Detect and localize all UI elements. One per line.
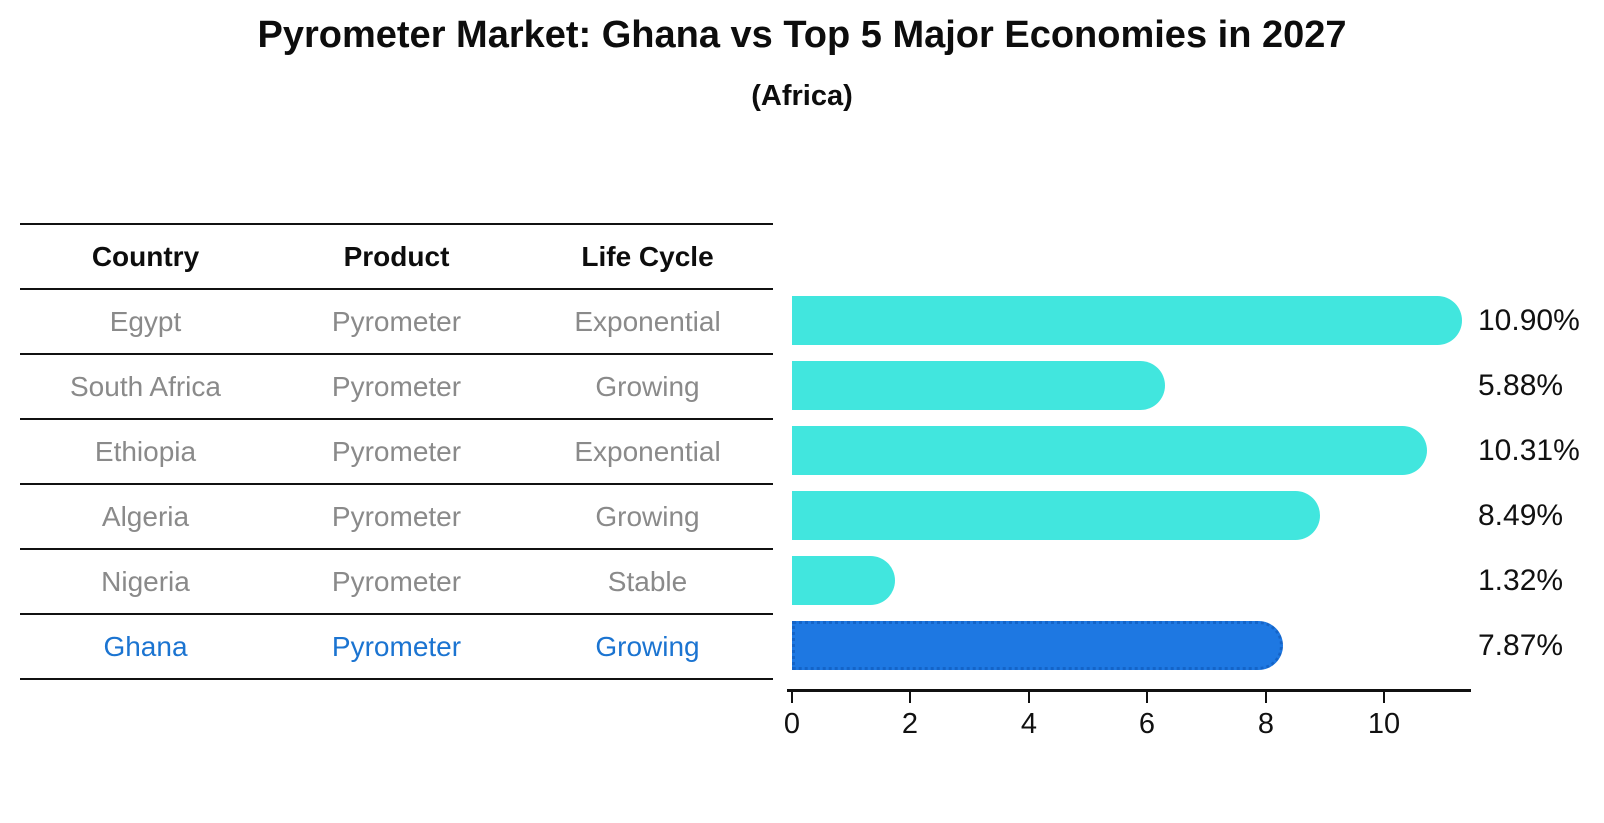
bar-algeria <box>792 491 1320 540</box>
x-axis-tick <box>1265 692 1267 703</box>
bar-ethiopia <box>792 426 1427 475</box>
row-product: Pyrometer <box>331 500 462 532</box>
x-axis-tick-label: 4 <box>1020 708 1038 740</box>
x-axis-tick <box>1146 692 1148 703</box>
column-header-country: Country <box>91 240 200 272</box>
bar-value-label: 10.90% <box>1478 303 1580 337</box>
row-product: Pyrometer <box>331 370 462 402</box>
row-life-cycle: Stable <box>607 565 688 597</box>
x-axis-tick <box>909 692 911 703</box>
x-axis-tick <box>1383 692 1385 703</box>
table-row: Ghana Pyrometer Growing <box>20 615 773 680</box>
x-axis-tick-label: 8 <box>1257 708 1275 740</box>
row-life-cycle: Exponential <box>574 435 721 467</box>
bar-south-africa <box>792 361 1165 410</box>
row-product: Pyrometer <box>331 565 462 597</box>
table-row: South Africa Pyrometer Growing <box>20 355 773 420</box>
bar-value-label: 7.87% <box>1478 628 1564 662</box>
bar-ghana-highlight <box>792 621 1283 670</box>
bar-value-label: 1.32% <box>1478 563 1564 597</box>
row-product: Pyrometer <box>331 435 462 467</box>
column-header-product: Product <box>343 240 450 272</box>
table-row: Algeria Pyrometer Growing <box>20 485 773 550</box>
row-country: Ghana <box>103 630 188 662</box>
bar-egypt <box>792 296 1462 345</box>
x-axis-tick-label: 6 <box>1138 708 1156 740</box>
row-product: Pyrometer <box>331 305 462 337</box>
table-row: Nigeria Pyrometer Stable <box>20 550 773 615</box>
bar-value-label: 10.31% <box>1478 433 1580 467</box>
x-axis-tick-label: 2 <box>901 708 919 740</box>
bar-nigeria <box>792 556 895 605</box>
row-life-cycle: Growing <box>595 630 700 662</box>
row-life-cycle: Growing <box>595 370 700 402</box>
row-country: Algeria <box>101 500 190 532</box>
country-table: Country Product Life Cycle Egypt Pyromete… <box>20 223 773 680</box>
table-row: Egypt Pyrometer Exponential <box>20 290 773 355</box>
bar-value-label: 8.49% <box>1478 498 1564 532</box>
row-country: Nigeria <box>101 565 190 597</box>
row-country: South Africa <box>70 370 221 402</box>
x-axis-tick <box>1028 692 1030 703</box>
row-country: Ethiopia <box>94 435 197 467</box>
x-axis-tick <box>791 692 793 703</box>
x-axis-line <box>787 689 1471 692</box>
chart-subtitle: (Africa) <box>751 80 853 112</box>
row-life-cycle: Exponential <box>574 305 721 337</box>
row-product: Pyrometer <box>331 630 462 662</box>
table-row: Ethiopia Pyrometer Exponential <box>20 420 773 485</box>
x-axis-tick-label: 10 <box>1367 708 1401 740</box>
row-life-cycle: Growing <box>595 500 700 532</box>
column-header-life-cycle: Life Cycle <box>581 240 714 272</box>
table-header-row: Country Product Life Cycle <box>20 225 773 290</box>
bar-value-label: 5.88% <box>1478 368 1564 402</box>
row-country: Egypt <box>109 305 182 337</box>
chart-title: Pyrometer Market: Ghana vs Top 5 Major E… <box>257 14 1347 56</box>
x-axis-tick-label: 0 <box>783 708 801 740</box>
